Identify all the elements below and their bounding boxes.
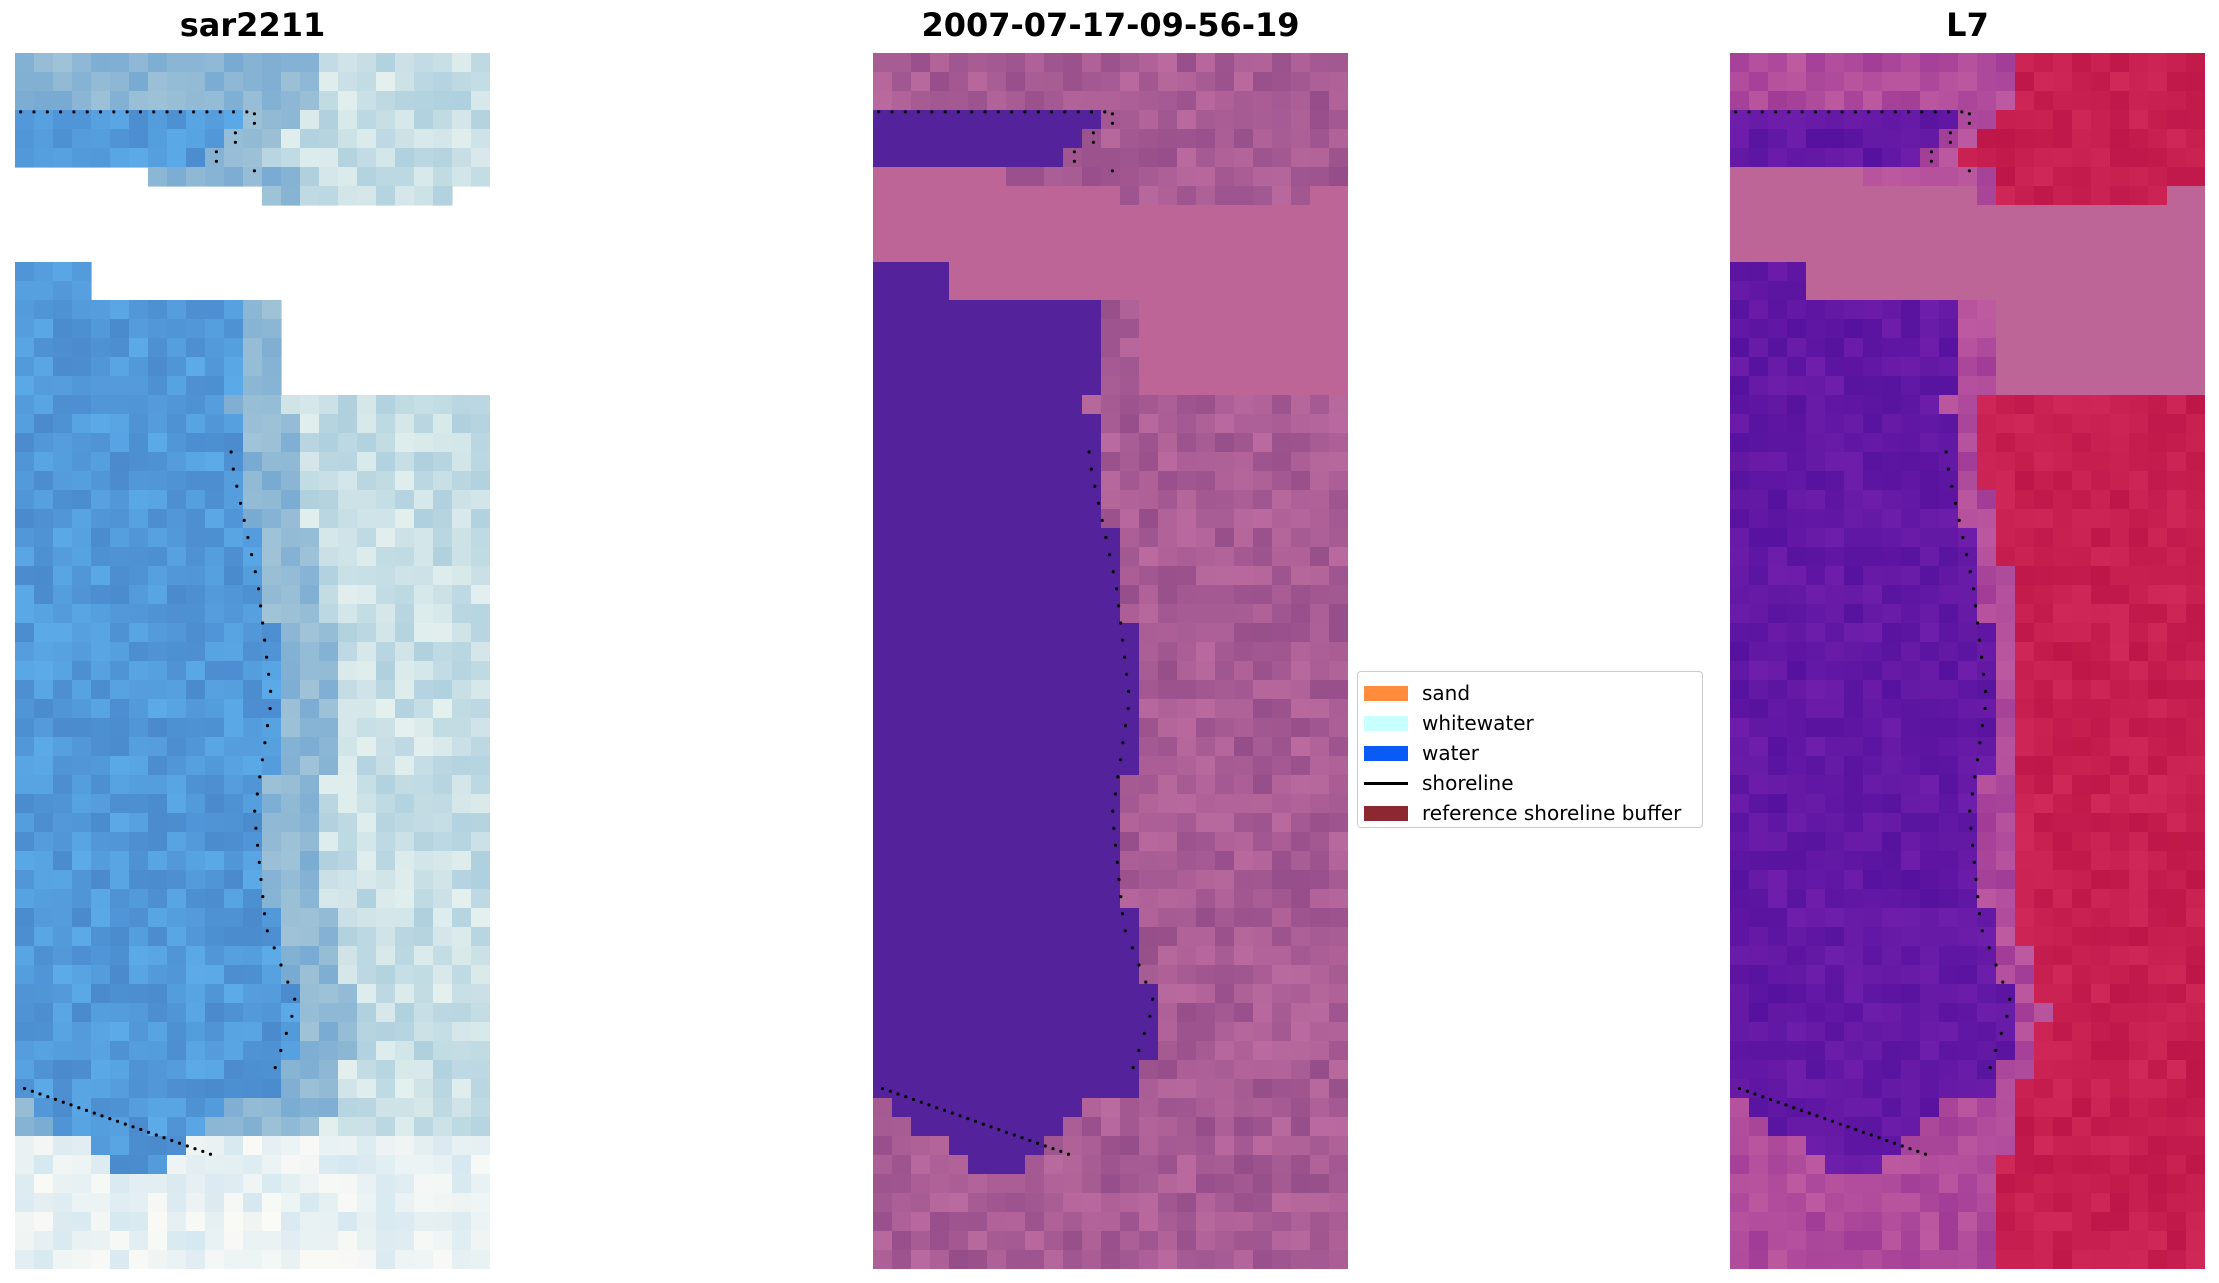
legend-swatch-water xyxy=(1364,745,1408,761)
shoreline-dots xyxy=(877,110,1155,1156)
legend-label-whitewater: whitewater xyxy=(1422,711,1534,735)
legend-label-sand: sand xyxy=(1422,681,1471,705)
legend-item-water: water xyxy=(1364,738,1702,768)
mndwi-image-panel xyxy=(1730,53,2205,1269)
legend-item-whitewater: whitewater xyxy=(1364,708,1702,738)
rgb-image-panel xyxy=(15,53,490,1269)
legend-label-buffer: reference shoreline buffer xyxy=(1422,801,1682,825)
legend-swatch-sand xyxy=(1364,685,1408,701)
shoreline-dots xyxy=(1734,110,2012,1156)
legend: sand whitewater water shoreline referenc… xyxy=(1357,671,1703,828)
legend-item-shoreline: shoreline xyxy=(1364,768,1702,798)
panel-title-rgb: sar2211 xyxy=(179,6,326,44)
panel-title-classified: 2007-07-17-09-56-19 xyxy=(921,6,1300,44)
classified-image xyxy=(873,53,1348,1269)
panel-title-mndwi: L7 xyxy=(1946,6,1989,44)
legend-swatch-buffer xyxy=(1364,805,1408,821)
legend-swatch-whitewater xyxy=(1364,715,1408,731)
legend-label-shoreline: shoreline xyxy=(1422,771,1514,795)
shoreline-dots xyxy=(19,110,297,1156)
classified-image-panel xyxy=(873,53,1348,1269)
legend-item-sand: sand xyxy=(1364,678,1702,708)
legend-label-water: water xyxy=(1422,741,1479,765)
legend-line-shoreline xyxy=(1364,781,1408,785)
legend-item-buffer: reference shoreline buffer xyxy=(1364,798,1702,828)
rgb-image xyxy=(15,53,490,1269)
mndwi-image xyxy=(1730,53,2205,1269)
